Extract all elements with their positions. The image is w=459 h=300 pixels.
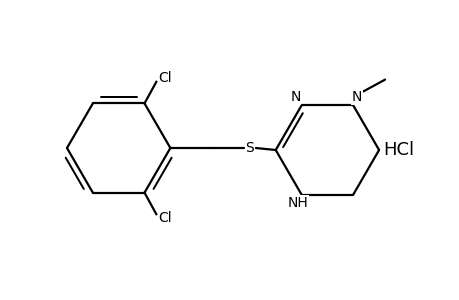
- Text: Cl: Cl: [158, 70, 172, 85]
- Text: HCl: HCl: [383, 141, 414, 159]
- Text: NH: NH: [286, 196, 307, 209]
- Text: N: N: [290, 91, 300, 104]
- Text: Cl: Cl: [158, 212, 172, 225]
- Text: S: S: [245, 141, 254, 155]
- Text: N: N: [351, 91, 362, 104]
